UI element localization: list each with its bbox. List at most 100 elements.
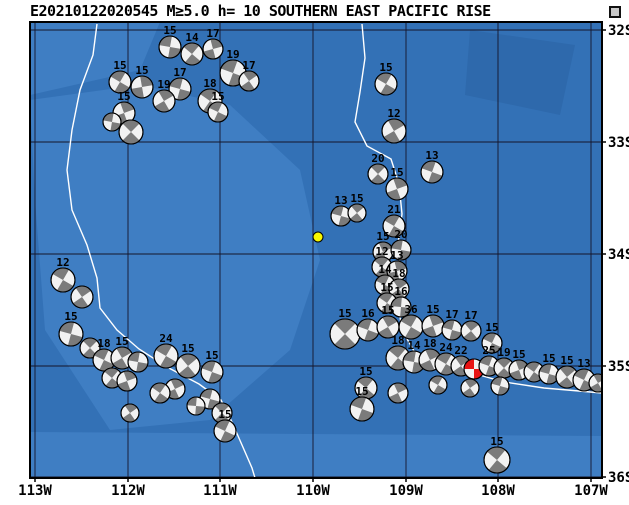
- event-marker-yellow: [312, 231, 324, 243]
- beachball-shaded-quadrants: [391, 240, 411, 260]
- beachball-shaded-quadrants: [391, 297, 411, 317]
- beachball-shaded-quadrants: [117, 371, 137, 391]
- beachball-outline: [202, 38, 224, 60]
- beachball-count-label: 13: [425, 149, 438, 162]
- focal-mechanism-beachball: [50, 267, 76, 293]
- beachball-count-label: 15: [338, 307, 351, 320]
- beachball-outline: [118, 119, 144, 145]
- beachball-outline: [490, 376, 510, 396]
- beachball-outline: [483, 446, 511, 474]
- focal-mechanism-beachball: [149, 382, 171, 404]
- bathymetry-light-patch: [30, 22, 160, 95]
- beachball-count-label: 18: [392, 267, 405, 280]
- beachball-shaded-quadrants: [59, 322, 83, 346]
- focal-mechanism-beachball: [387, 382, 409, 404]
- beachball-shaded-quadrants: [215, 420, 235, 442]
- beachball-shaded-quadrants: [154, 90, 174, 112]
- beachball-shaded-quadrants: [94, 349, 114, 371]
- focal-mechanism-beachball: [460, 378, 480, 398]
- beachball-count-label: 15: [355, 385, 368, 398]
- focal-mechanism-beachball: [555, 365, 579, 389]
- beachball-shaded-quadrants: [482, 333, 502, 353]
- beachball-shaded-quadrants: [187, 397, 205, 415]
- focal-mechanism-beachball: [420, 160, 444, 184]
- beachball-outline: [460, 320, 482, 342]
- beachball-outline: [347, 203, 367, 223]
- focal-mechanism-beachball: [376, 315, 400, 339]
- beachball-count-label: 14: [407, 339, 421, 352]
- focal-mechanism-beachball: [367, 163, 389, 185]
- beachball-count-label: 15: [115, 335, 128, 348]
- focal-mechanism-beachball: [202, 38, 224, 60]
- x-axis-label: 111W: [203, 483, 237, 499]
- focal-mechanism-beachball: [390, 296, 412, 318]
- beachball-count-label: 15: [426, 303, 439, 316]
- x-axis-label: 109W: [389, 483, 423, 499]
- focal-mechanism-beachball: [381, 118, 407, 144]
- focal-mechanism-beachball: [127, 351, 149, 373]
- beachball-shaded-quadrants: [539, 364, 559, 384]
- beachball-count-label: 15: [218, 408, 231, 421]
- x-axis-label: 110W: [296, 483, 330, 499]
- beachball-count-label: 17: [464, 309, 477, 322]
- beachball-shaded-quadrants: [203, 39, 223, 59]
- focal-mechanism-beachball: [238, 70, 260, 92]
- beachball-count-label: 15: [542, 352, 555, 365]
- beachball-count-label: 18: [97, 337, 110, 350]
- beachball-shaded-quadrants: [110, 71, 130, 93]
- focal-mechanism-beachball: [388, 278, 410, 300]
- focal-mechanism-beachball: [374, 72, 398, 96]
- focal-mechanism-beachball: [168, 77, 192, 101]
- beachball-count-label: 15: [163, 24, 176, 37]
- beachball-count-label: 15: [379, 61, 392, 74]
- focal-mechanism-beachball: [428, 375, 448, 395]
- beachball-shaded-quadrants: [357, 319, 379, 341]
- y-axis-label: 34S: [608, 247, 629, 263]
- y-axis-label: 33S: [608, 135, 629, 151]
- beachball-shaded-quadrants: [421, 161, 443, 183]
- focal-mechanism-beachball: [398, 314, 424, 340]
- focal-mechanism-beachball: [200, 360, 224, 384]
- beachball-count-label: 17: [242, 59, 255, 72]
- beachball-count-label: 15: [390, 166, 403, 179]
- y-axis-label: 36S: [608, 470, 629, 486]
- beachball-shaded-quadrants: [373, 242, 393, 262]
- beachball-outline: [116, 370, 138, 392]
- beachball-outline: [367, 163, 389, 185]
- beachball-shaded-quadrants: [491, 377, 509, 395]
- beachball-count-label: 13: [577, 357, 590, 370]
- beachball-shaded-quadrants: [112, 347, 132, 369]
- beachball-outline: [158, 35, 182, 59]
- beachball-count-label: 17: [173, 66, 186, 79]
- focal-mechanism-beachball: [120, 403, 140, 423]
- beachball-count-label: 15: [181, 342, 194, 355]
- beachball-outline: [374, 72, 398, 96]
- focal-mechanism-beachball: [385, 177, 409, 201]
- beachball-count-label: 15: [135, 64, 148, 77]
- beachball-shaded-quadrants: [388, 383, 408, 403]
- beachball-shaded-quadrants: [464, 359, 484, 379]
- beachball-outline: [385, 177, 409, 201]
- beachball-count-label: 19: [157, 78, 170, 91]
- beachball-outline: [387, 382, 409, 404]
- beachball-outline: [79, 337, 101, 359]
- beachball-outline: [382, 214, 406, 238]
- focal-mechanism-beachball: [354, 376, 378, 400]
- focal-mechanism-beachball: [207, 101, 229, 123]
- beachball-shaded-quadrants: [350, 397, 374, 421]
- beachball-count-label: 20: [371, 152, 384, 165]
- beachball-shaded-quadrants: [387, 261, 407, 281]
- beachball-shaded-quadrants: [122, 120, 140, 144]
- focal-mechanism-beachball: [175, 353, 201, 379]
- beachball-count-label: 36: [404, 303, 418, 316]
- beachball-outline: [149, 382, 171, 404]
- beachball-count-label: 15: [380, 281, 393, 294]
- focal-mechanism-beachball: [538, 363, 560, 385]
- beachball-outline: [349, 396, 375, 422]
- focal-mechanism-beachball: [329, 318, 361, 350]
- beachball-shaded-quadrants: [436, 353, 456, 375]
- beachball-count-label: 16: [361, 307, 375, 320]
- beachball-count-label: 19: [497, 346, 510, 359]
- beachball-outline: [175, 353, 201, 379]
